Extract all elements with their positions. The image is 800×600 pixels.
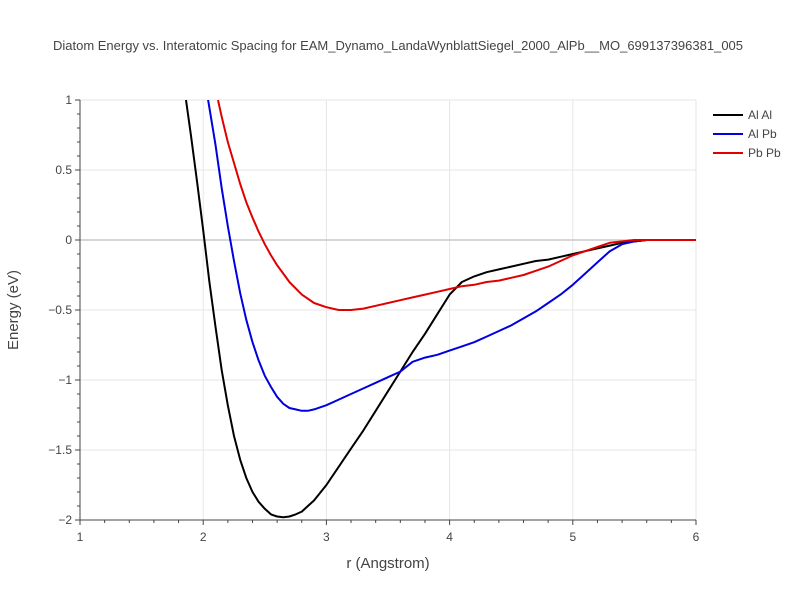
grid (80, 99, 697, 520)
y-tick-label-0: 1 (65, 93, 72, 107)
y-tick-label-6: −2 (58, 513, 72, 527)
y-tick-label-5: −1.5 (48, 443, 72, 457)
y-tick-label-1: 0.5 (55, 163, 72, 177)
legend-label-pb-pb: Pb Pb (748, 146, 781, 160)
x-tick-label-3: 4 (446, 530, 453, 544)
series-line-al-pb (207, 100, 696, 412)
tick-labels: 1 2 3 4 5 6 1 0.5 0 −0.5 −1 −1.5 −2 (48, 93, 699, 544)
series-line-al-al (185, 100, 696, 519)
x-tick-label-4: 5 (569, 530, 576, 544)
axes (75, 99, 697, 525)
y-axis-label: Energy (eV) (5, 270, 22, 350)
x-tick-label-0: 1 (77, 530, 84, 544)
x-tick-label-1: 2 (200, 530, 207, 544)
x-tick-label-5: 6 (693, 530, 700, 544)
chart-title: Diatom Energy vs. Interatomic Spacing fo… (53, 38, 743, 53)
legend-label-al-al: Al Al (748, 108, 772, 122)
x-axis-label: r (Angstrom) (346, 555, 429, 572)
y-tick-label-4: −1 (58, 373, 72, 387)
legend-label-al-pb: Al Pb (748, 127, 777, 141)
legend: Al Al Al Pb Pb Pb (713, 108, 781, 160)
y-tick-label-3: −0.5 (48, 303, 72, 317)
x-tick-label-2: 3 (323, 530, 330, 544)
series-lines (185, 100, 696, 519)
y-tick-label-2: 0 (65, 233, 72, 247)
series-line-pb-pb (217, 100, 696, 311)
